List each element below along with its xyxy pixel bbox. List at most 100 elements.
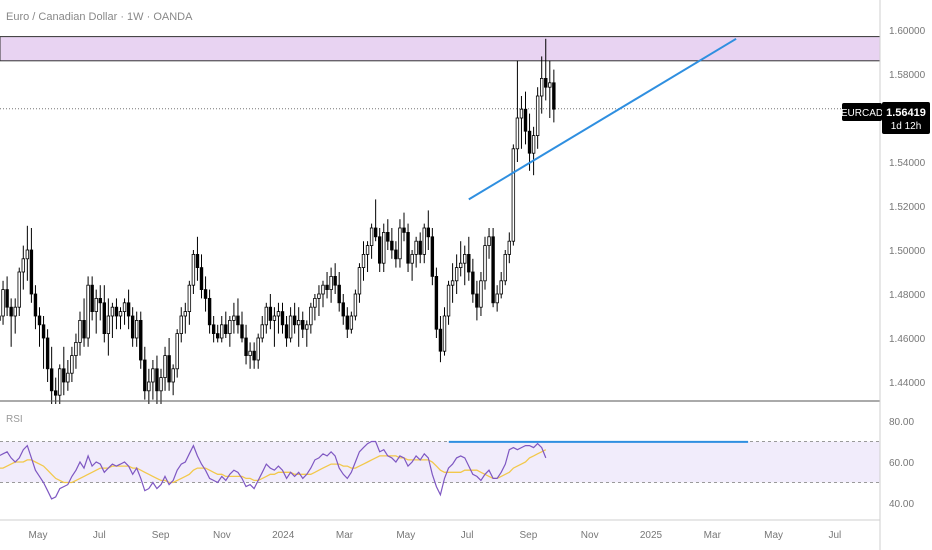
candle-body bbox=[41, 324, 46, 339]
candle bbox=[74, 333, 78, 369]
candle bbox=[256, 333, 260, 369]
time-axis[interactable]: May Jul Sep Nov 2024 Mar May Jul Sep Nov 2025 Mar Ma… bbox=[29, 530, 842, 541]
candle-body bbox=[527, 130, 532, 154]
candle-body bbox=[422, 227, 426, 255]
candle-body bbox=[321, 284, 325, 295]
trendline[interactable] bbox=[468, 37, 737, 201]
candle bbox=[199, 254, 204, 299]
price-tag[interactable]: EURCAD 1.56419 1d 12h bbox=[841, 102, 930, 134]
symbol-tag bbox=[842, 103, 882, 121]
price-axis[interactable]: 1.600001.580001.560001.540001.520001.500… bbox=[889, 26, 926, 389]
rsi-tick-label: 40.00 bbox=[889, 499, 914, 510]
candle bbox=[179, 307, 183, 343]
candle-body bbox=[62, 368, 66, 383]
candle-body bbox=[45, 337, 50, 370]
candle-body bbox=[390, 240, 394, 251]
candle bbox=[434, 267, 439, 338]
candle-body bbox=[179, 315, 183, 335]
candle-body bbox=[544, 78, 548, 88]
candle bbox=[418, 232, 422, 264]
candle bbox=[511, 144, 516, 246]
candle bbox=[171, 364, 175, 396]
candle-body bbox=[264, 306, 268, 326]
candle-body bbox=[90, 284, 94, 313]
candle bbox=[382, 223, 386, 272]
candle-body bbox=[329, 275, 333, 290]
candle-body bbox=[313, 297, 317, 308]
candle-body bbox=[187, 284, 192, 313]
candle-body bbox=[13, 306, 17, 317]
candle-body bbox=[288, 315, 293, 339]
candle bbox=[33, 285, 38, 330]
candle-body bbox=[86, 284, 90, 339]
candle-body bbox=[519, 108, 524, 119]
candle bbox=[13, 298, 17, 334]
candle bbox=[548, 60, 552, 118]
candle bbox=[110, 302, 115, 338]
candle bbox=[25, 225, 30, 281]
candle-body bbox=[244, 337, 248, 357]
candle bbox=[126, 289, 131, 330]
price-pane[interactable] bbox=[0, 36, 881, 404]
candle-body bbox=[305, 324, 309, 330]
candle-body bbox=[276, 311, 281, 317]
candle bbox=[78, 311, 82, 356]
candle-body bbox=[70, 355, 74, 374]
candle bbox=[369, 223, 374, 259]
candle-body bbox=[487, 236, 491, 247]
candle bbox=[402, 212, 406, 242]
candle-body bbox=[29, 249, 34, 295]
rsi-pane[interactable] bbox=[0, 440, 880, 500]
candle-body bbox=[398, 227, 402, 260]
time-tick-label: Sep bbox=[520, 530, 538, 541]
candle bbox=[155, 355, 159, 404]
candle bbox=[134, 311, 139, 347]
candle-body bbox=[232, 315, 236, 321]
candle bbox=[183, 302, 187, 334]
candle-body bbox=[102, 302, 106, 334]
candle bbox=[426, 210, 430, 250]
candle-body bbox=[240, 324, 244, 339]
candle-body bbox=[349, 315, 354, 330]
candle bbox=[292, 302, 297, 334]
candle-body bbox=[54, 390, 58, 396]
candle bbox=[442, 307, 447, 356]
rsi-axis[interactable]: 80.00 60.00 40.00 bbox=[889, 417, 914, 510]
candle-body bbox=[523, 108, 528, 132]
candle bbox=[66, 360, 70, 391]
candle-body bbox=[1, 289, 5, 317]
candle bbox=[248, 342, 252, 369]
price-tick-label: 1.54000 bbox=[889, 158, 926, 169]
candle-body bbox=[252, 350, 256, 361]
candle-body bbox=[317, 293, 321, 299]
candle-body bbox=[272, 315, 277, 321]
price-tick-label: 1.50000 bbox=[889, 246, 926, 257]
candle bbox=[345, 307, 349, 338]
resistance-zone[interactable] bbox=[0, 36, 881, 62]
last-price-badge bbox=[882, 102, 930, 134]
price-tick-label: 1.60000 bbox=[889, 26, 926, 37]
candle bbox=[430, 228, 435, 286]
candle bbox=[244, 324, 248, 365]
candle bbox=[272, 307, 277, 347]
candle bbox=[240, 311, 244, 343]
candle-body bbox=[110, 306, 115, 317]
candle bbox=[491, 228, 495, 308]
candle bbox=[535, 87, 540, 149]
candle bbox=[98, 285, 102, 321]
candle bbox=[228, 316, 232, 347]
candle bbox=[495, 285, 499, 312]
candle bbox=[507, 232, 511, 264]
candle bbox=[333, 263, 337, 294]
candle-body bbox=[191, 253, 196, 286]
candle bbox=[280, 302, 285, 334]
candle bbox=[458, 241, 463, 277]
candle-body bbox=[280, 311, 285, 326]
candle-body bbox=[21, 258, 25, 273]
candle bbox=[463, 245, 467, 286]
candle bbox=[467, 236, 471, 281]
candle-body bbox=[337, 284, 341, 304]
candle bbox=[410, 250, 414, 281]
candle bbox=[163, 346, 167, 391]
